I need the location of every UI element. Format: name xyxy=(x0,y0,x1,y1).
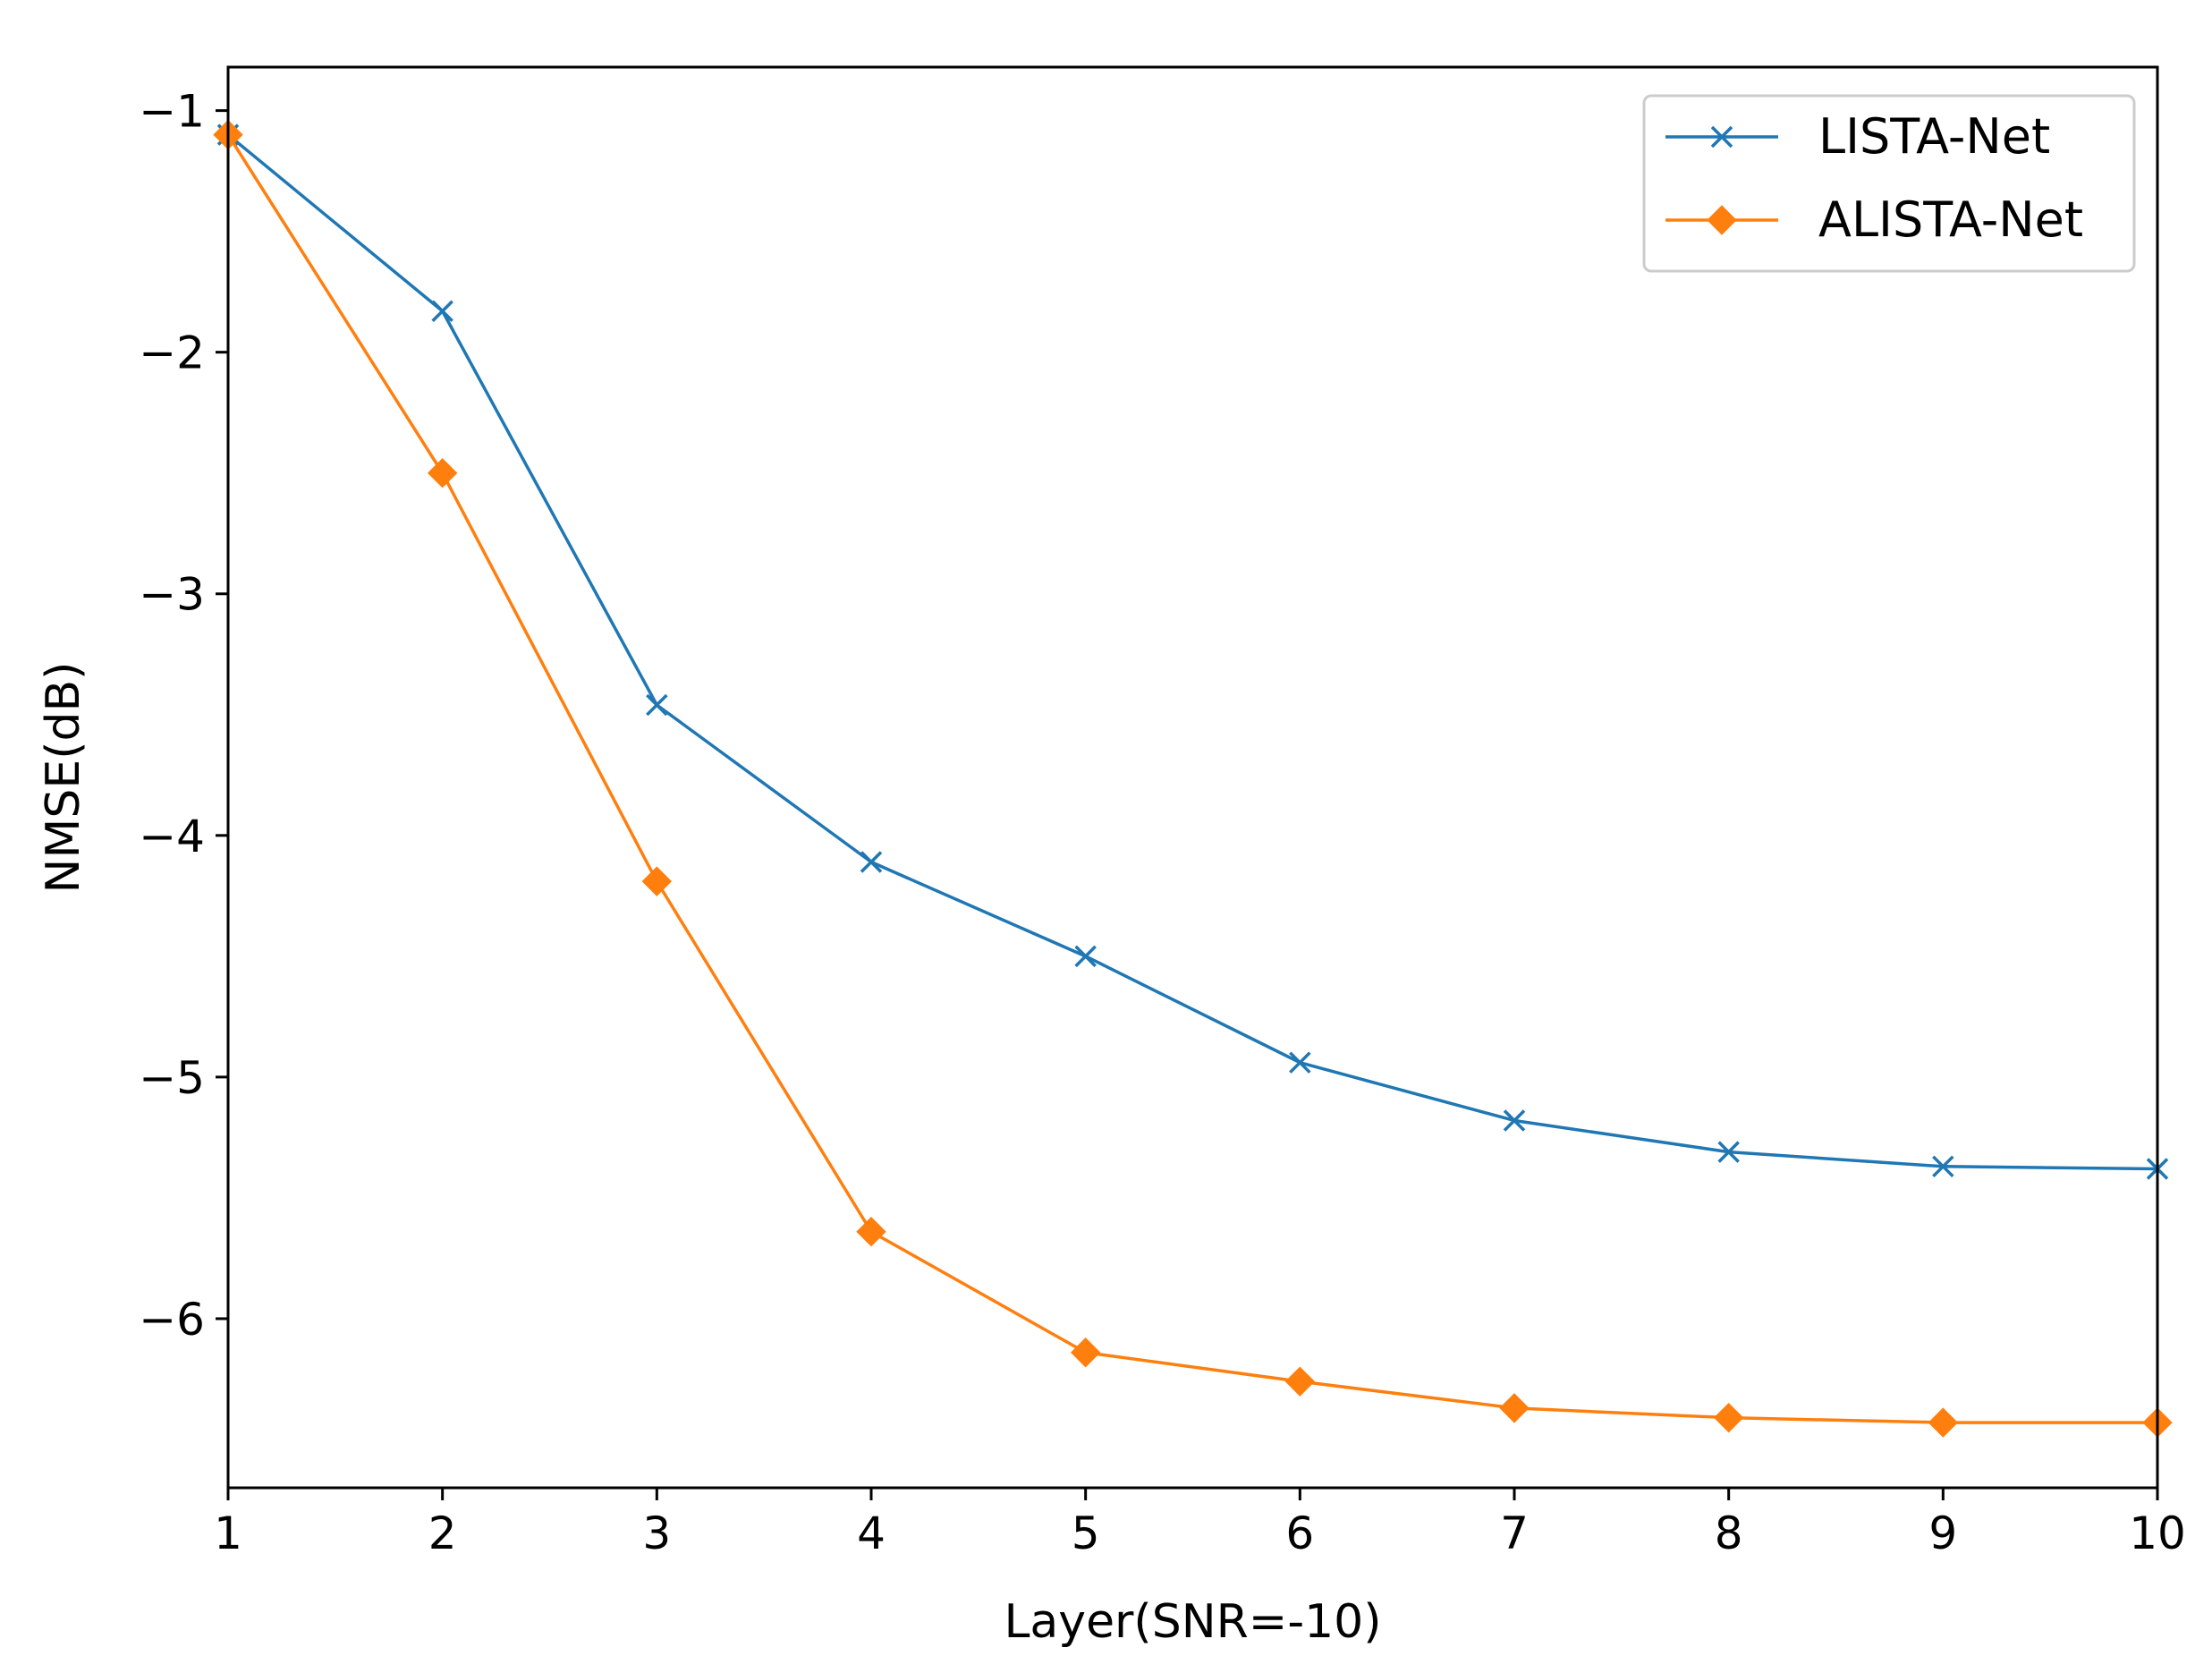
data-point-lista-net xyxy=(1932,1155,1954,1178)
marker-stroke xyxy=(1289,1051,1311,1074)
data-point-alista-net xyxy=(1928,1407,1959,1438)
legend-label: LISTA-Net xyxy=(1818,108,2050,165)
data-point-alista-net xyxy=(1499,1393,1530,1423)
data-point-alista-net xyxy=(1284,1366,1316,1397)
data-point-lista-net xyxy=(1503,1109,1526,1132)
data-point-lista-net xyxy=(1074,945,1097,968)
marker-stroke xyxy=(1717,1141,1740,1163)
legend-item-lista-net: LISTA-Net xyxy=(1665,108,2050,165)
x-tick-label: 1 xyxy=(214,1507,242,1559)
data-point-lista-net xyxy=(1717,1141,1740,1163)
legend-item-alista-net: ALISTA-Net xyxy=(1665,191,2083,248)
marker-stroke xyxy=(860,851,883,873)
data-point-lista-net xyxy=(1289,1051,1311,1074)
data-point-alista-net xyxy=(1713,1402,1744,1433)
series-layer xyxy=(213,119,2173,1438)
marker-stroke xyxy=(1932,1155,1954,1178)
x-tick-label: 10 xyxy=(2129,1507,2186,1559)
x-tick-label: 4 xyxy=(857,1507,886,1559)
x-tick-label: 9 xyxy=(1928,1507,1957,1559)
x-tick-label: 2 xyxy=(428,1507,457,1559)
y-tick-label: −4 xyxy=(139,811,205,862)
plot-frame xyxy=(226,65,2159,1490)
x-tick-label: 6 xyxy=(1285,1507,1314,1559)
y-tick-label: −6 xyxy=(139,1294,205,1346)
marker-stroke xyxy=(1503,1109,1526,1132)
marker-stroke xyxy=(646,693,668,717)
data-point-lista-net xyxy=(646,693,668,717)
x-tick-label: 7 xyxy=(1500,1507,1529,1559)
legend-marker xyxy=(1707,205,1737,235)
y-tick-label: −2 xyxy=(139,327,205,379)
series-alista-net xyxy=(213,119,2173,1438)
marker-stroke xyxy=(431,300,453,323)
x-tick-label: 3 xyxy=(642,1507,671,1559)
data-point-lista-net xyxy=(431,300,453,323)
x-tick-label: 5 xyxy=(1072,1507,1100,1559)
y-tick-label: −1 xyxy=(139,86,205,138)
marker-stroke xyxy=(1074,945,1097,968)
legend-marker xyxy=(1710,125,1733,149)
y-tick-label: −3 xyxy=(139,569,205,621)
y-tick-label: −5 xyxy=(139,1052,205,1104)
data-point-lista-net xyxy=(860,851,883,873)
data-point-alista-net xyxy=(856,1217,886,1247)
legend-label: ALISTA-Net xyxy=(1818,191,2083,248)
data-point-alista-net xyxy=(1070,1338,1101,1368)
y-axis-title: NMSE(dB) xyxy=(37,662,90,894)
legend: LISTA-Net ALISTA-Net xyxy=(1642,94,2136,273)
ticks-layer: 1 2 3 4 5 6 7 8 9 10 −1 −2 −3 −4 −5 −6 xyxy=(139,86,2186,1559)
x-tick-label: 8 xyxy=(1715,1507,1743,1559)
x-axis-title: Layer(SNR=-10) xyxy=(1004,1595,1381,1649)
marker-stroke xyxy=(1710,125,1733,149)
data-point-alista-net xyxy=(641,866,673,896)
series-line-lista-net xyxy=(226,133,2158,1171)
data-point-alista-net xyxy=(427,458,458,488)
legend-box xyxy=(1642,94,2136,273)
series-line-alista-net xyxy=(226,133,2157,1424)
